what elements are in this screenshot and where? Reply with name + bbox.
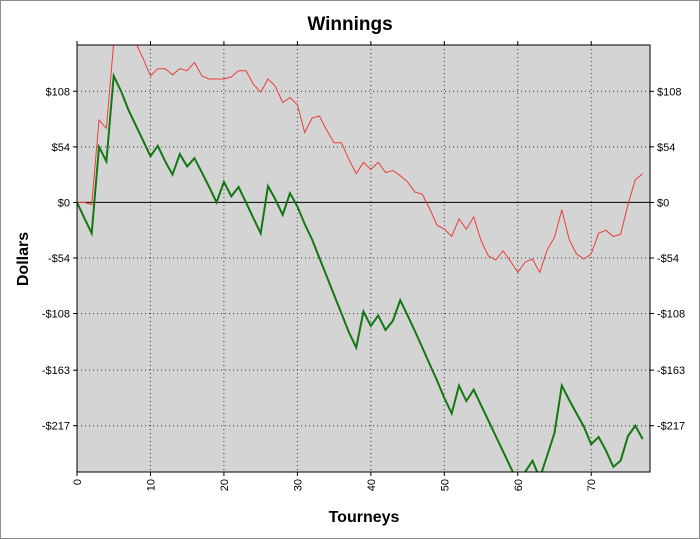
series-line-green xyxy=(77,72,644,472)
x-tick-label: 0 xyxy=(72,479,84,485)
y-tick-label-left: -$217 xyxy=(42,421,70,433)
y-tick-label-right: -$108 xyxy=(657,309,685,321)
series-layer xyxy=(77,45,644,472)
y-tick-label-right: -$163 xyxy=(657,365,685,377)
y-tick-label-right: $54 xyxy=(657,142,675,154)
y-axis-label: Dollars xyxy=(15,232,32,286)
y-tick-label-left: $0 xyxy=(58,197,70,209)
y-tick-label-left: $54 xyxy=(52,142,70,154)
y-tick-label-left: $108 xyxy=(46,86,70,98)
x-tick-label: 20 xyxy=(219,479,231,491)
x-tick-label: 10 xyxy=(145,479,157,491)
y-tick-label-left: -$163 xyxy=(42,365,70,377)
series-line-red xyxy=(77,45,644,274)
tick-labels: 0 10 20 30 40 50 60 70 $108 $108 $54 $54 $0 $0 -$54 -$5… xyxy=(42,86,685,491)
plot-border xyxy=(76,44,651,473)
plot-area xyxy=(77,45,650,472)
x-tick-label: 30 xyxy=(292,479,304,491)
x-tick-label: 70 xyxy=(586,479,598,491)
chart-title: Winnings xyxy=(307,14,392,35)
x-tick-label: 60 xyxy=(513,479,525,491)
x-tick-label: 40 xyxy=(366,479,378,491)
y-tick-label-left: -$54 xyxy=(48,253,70,265)
y-tick-label-left: -$108 xyxy=(42,309,70,321)
y-tick-label-right: -$217 xyxy=(657,421,685,433)
tick-marks xyxy=(73,41,654,476)
y-tick-label-right: $108 xyxy=(657,86,681,98)
x-axis-label: Tourneys xyxy=(329,509,400,526)
x-tick-label: 50 xyxy=(439,479,451,491)
y-tick-label-right: -$54 xyxy=(657,253,679,265)
y-tick-label-right: $0 xyxy=(657,197,669,209)
